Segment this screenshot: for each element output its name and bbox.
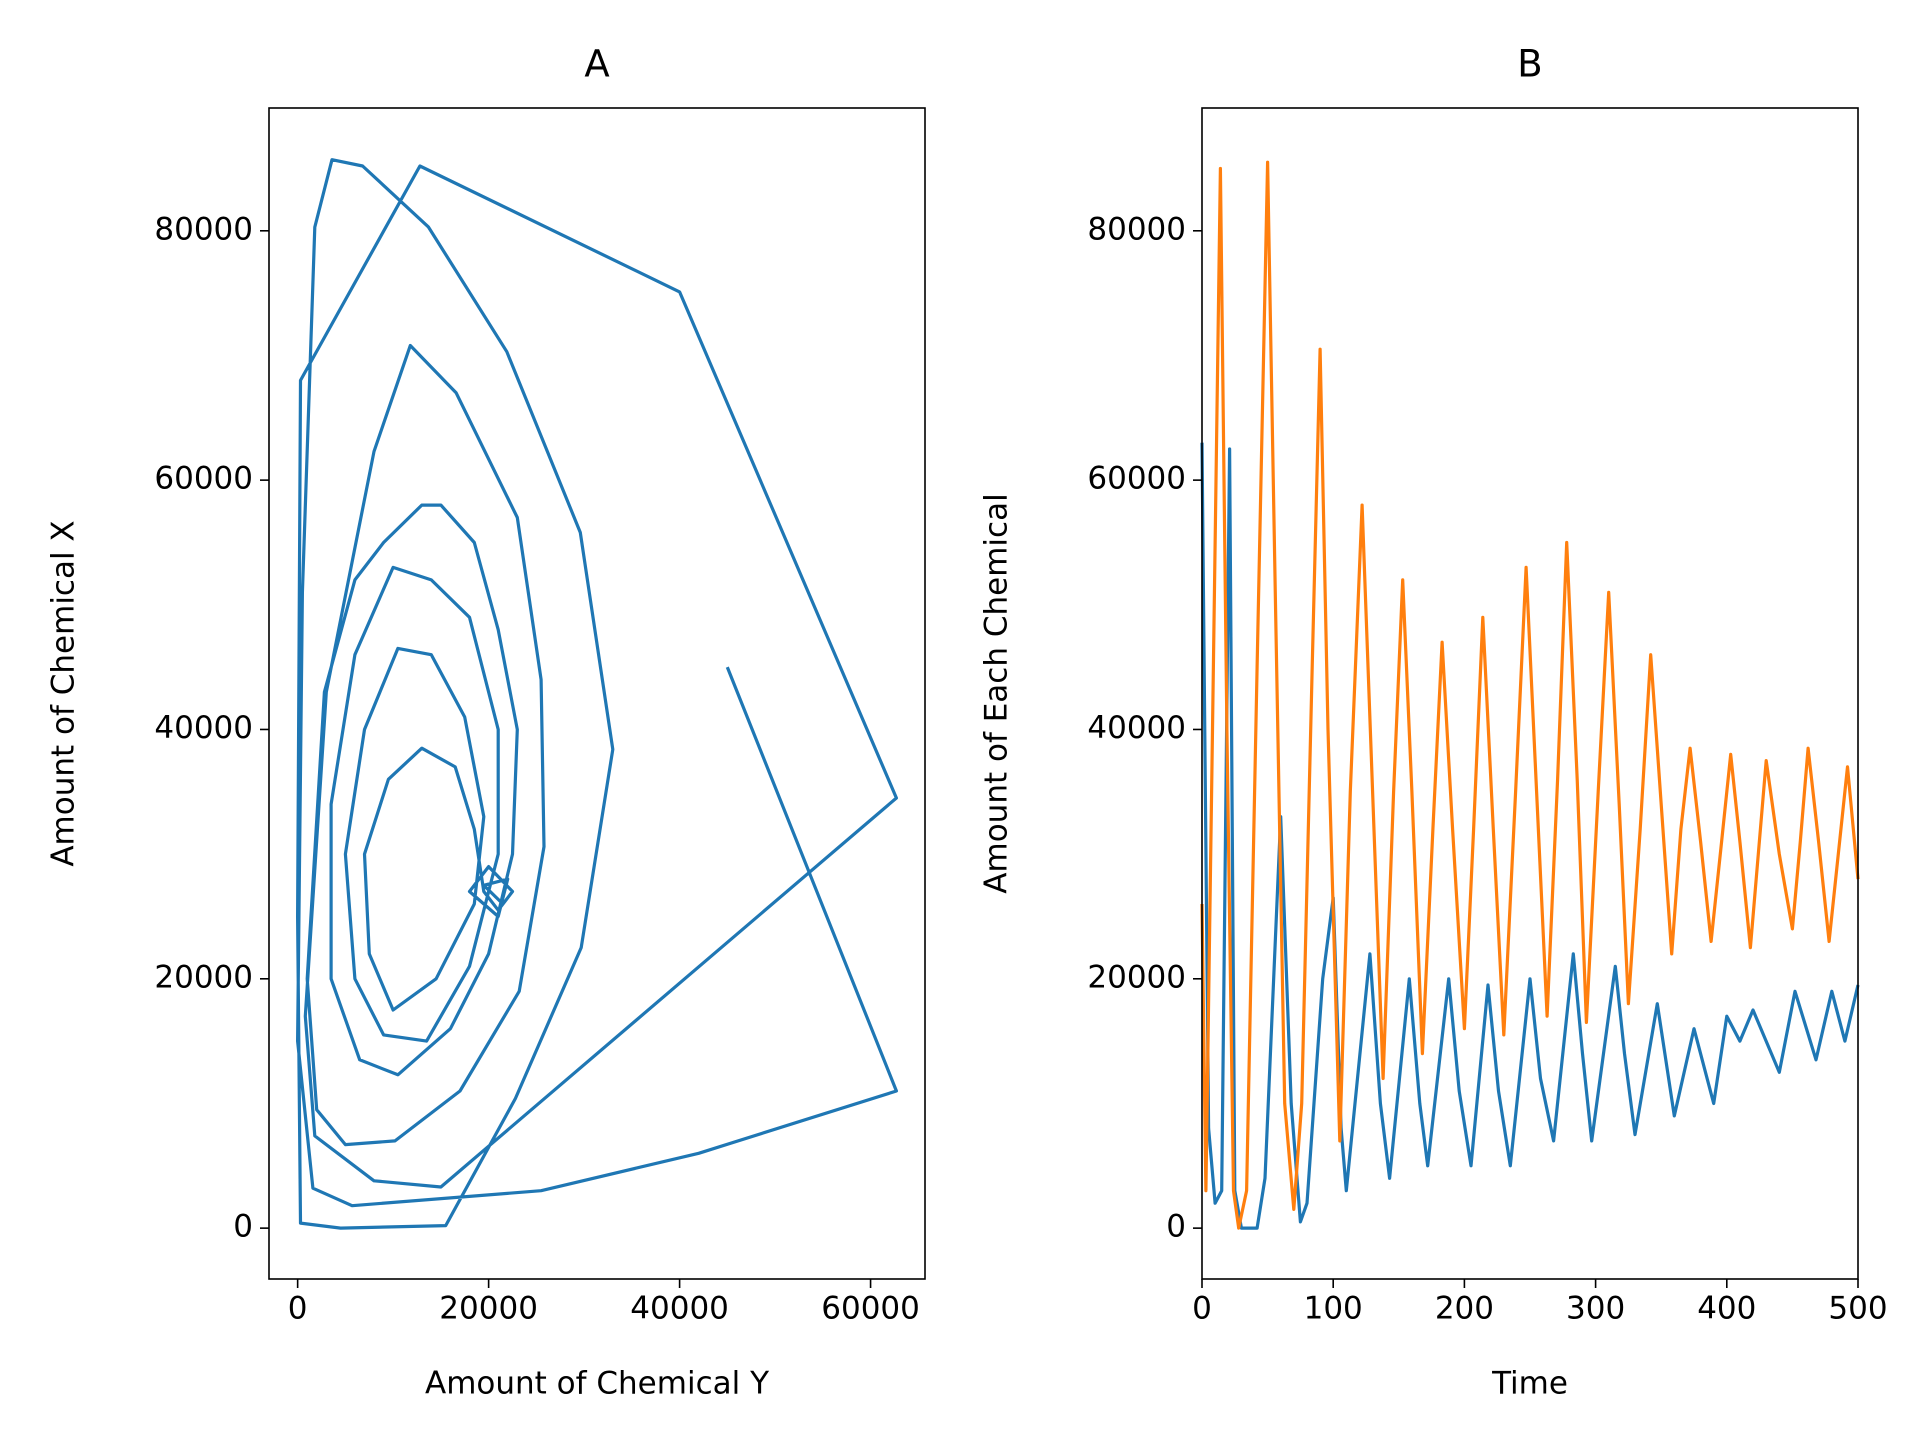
chart-title: A xyxy=(584,43,609,86)
y-tick-label: 0 xyxy=(1166,1209,1186,1245)
x-tick-label: 100 xyxy=(1304,1291,1363,1327)
y-tick-label: 40000 xyxy=(1087,710,1186,746)
x-tick-label: 200 xyxy=(1435,1291,1494,1327)
y-tick-label: 40000 xyxy=(154,710,253,746)
data-line xyxy=(1200,442,1860,1230)
chart-title: B xyxy=(1517,43,1542,86)
y-tick-label: 20000 xyxy=(154,959,253,995)
x-axis-label: Time xyxy=(1491,1366,1568,1402)
y-tick-label: 0 xyxy=(233,1209,253,1245)
y-tick-label: 60000 xyxy=(1087,461,1186,497)
x-axis-label: Amount of Chemical Y xyxy=(425,1366,769,1402)
x-tick-label: 40000 xyxy=(630,1291,729,1327)
x-tick-label: 60000 xyxy=(821,1291,920,1327)
y-tick-label: 20000 xyxy=(1087,959,1186,995)
axes-frame xyxy=(268,107,926,1280)
y-axis-label: Amount of Chemical X xyxy=(46,520,82,866)
y-tick-label: 60000 xyxy=(154,461,253,497)
data-line xyxy=(296,158,898,1230)
x-tick-label: 20000 xyxy=(439,1291,538,1327)
x-tick-label: 400 xyxy=(1697,1291,1756,1327)
x-tick-label: 500 xyxy=(1828,1291,1887,1327)
axes-frame xyxy=(1201,107,1859,1280)
y-axis-label: Amount of Each Chemical xyxy=(979,493,1015,893)
x-tick-label: 300 xyxy=(1566,1291,1625,1327)
y-tick-label: 80000 xyxy=(154,211,253,247)
x-tick-label: 0 xyxy=(288,1291,308,1327)
data-line xyxy=(1200,160,1860,1230)
y-tick-label: 80000 xyxy=(1087,211,1186,247)
x-tick-label: 0 xyxy=(1192,1291,1212,1327)
